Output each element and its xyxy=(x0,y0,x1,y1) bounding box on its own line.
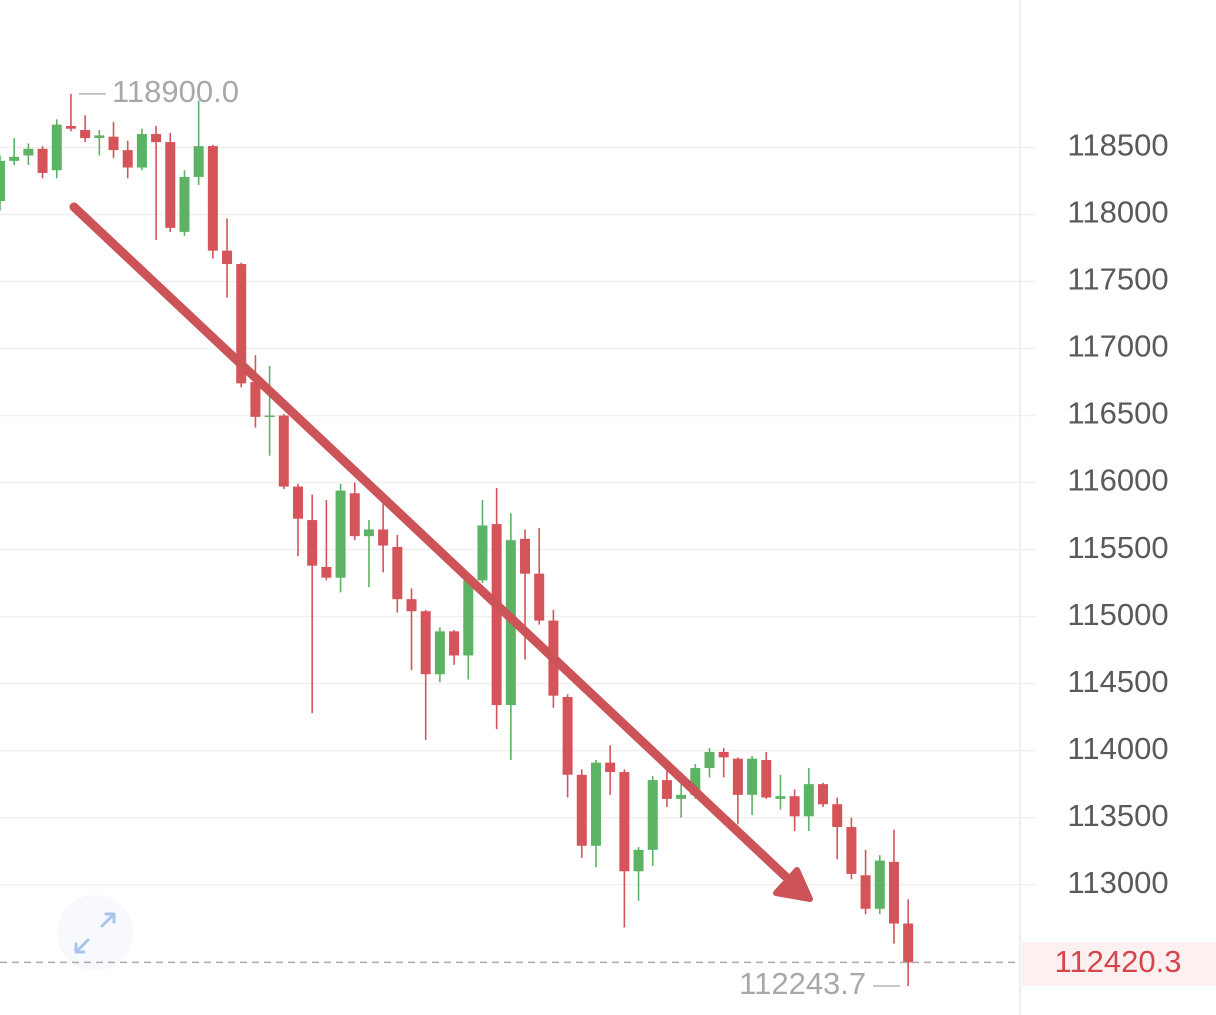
candle-body xyxy=(108,136,119,151)
candle-body xyxy=(463,580,474,656)
candle-body xyxy=(236,264,247,384)
candle-body xyxy=(165,142,176,228)
y-tick-label: 113500 xyxy=(1067,798,1168,833)
candle-body xyxy=(80,130,91,139)
candle-body xyxy=(449,631,460,656)
candle-body xyxy=(349,493,360,537)
y-tick-label: 117000 xyxy=(1067,329,1168,364)
candle-body xyxy=(888,861,899,924)
candle-body xyxy=(818,784,829,805)
y-tick-label: 113000 xyxy=(1067,865,1168,900)
candle-body xyxy=(874,860,885,909)
candle-body xyxy=(193,146,204,177)
candle-body xyxy=(335,490,346,578)
candle-body xyxy=(264,415,275,418)
arrow-shaft xyxy=(69,202,790,881)
y-tick-label: 118000 xyxy=(1067,195,1168,230)
candle-body xyxy=(51,124,62,171)
candle-body xyxy=(747,758,758,795)
y-tick-label: 114500 xyxy=(1067,664,1168,699)
grid xyxy=(0,146,1036,886)
candle-body xyxy=(789,796,800,817)
candle-body xyxy=(0,160,5,202)
candle-body xyxy=(307,520,318,566)
candle-body xyxy=(37,148,48,173)
candle-body xyxy=(363,529,374,537)
candle-body xyxy=(803,784,814,817)
candle-body xyxy=(278,415,289,487)
y-tick-label: 115500 xyxy=(1067,530,1168,565)
candle-body xyxy=(661,780,672,799)
candle-body xyxy=(321,566,332,578)
max-label: 118900.0 xyxy=(112,74,239,109)
candle-body xyxy=(491,524,502,706)
candle-body xyxy=(434,631,445,675)
candle-body xyxy=(420,611,431,675)
candle-body xyxy=(23,148,34,156)
arrow-head xyxy=(773,867,813,902)
candle-body xyxy=(732,758,743,795)
candle-body xyxy=(151,134,162,143)
candle-body xyxy=(378,529,389,546)
candle-body xyxy=(647,780,658,850)
candle-body xyxy=(860,875,871,909)
candle-body xyxy=(222,250,233,265)
candle-body xyxy=(690,768,701,795)
candle-body xyxy=(292,486,303,519)
min-label: 112243.7 xyxy=(739,966,866,1001)
candle-body xyxy=(65,125,76,129)
overlay: 113000 113500 114000 114500 115000 115500 1160… xyxy=(0,74,1182,1001)
y-tick-label: 115000 xyxy=(1067,597,1168,632)
candle-body xyxy=(136,134,147,168)
expand-button[interactable] xyxy=(57,895,133,971)
candle-body xyxy=(406,599,417,612)
expand-icon[interactable] xyxy=(74,912,116,954)
candle-body xyxy=(562,697,573,775)
candle-body xyxy=(775,796,786,799)
candle-body xyxy=(207,146,218,251)
candle-body xyxy=(704,751,715,769)
candle-body xyxy=(392,546,403,600)
candle-body xyxy=(179,176,190,232)
candle-body xyxy=(718,751,729,758)
candle-body xyxy=(633,849,644,872)
candle-body xyxy=(250,382,261,417)
candle-body xyxy=(520,538,531,574)
candle-body xyxy=(676,794,687,799)
last-price-bg xyxy=(1022,942,1216,986)
candle-body xyxy=(761,760,772,798)
candle-body xyxy=(846,827,857,874)
candle-body xyxy=(477,525,488,581)
candle-body xyxy=(832,804,843,828)
candle-body xyxy=(619,772,630,872)
y-tick-label: 114000 xyxy=(1067,731,1168,766)
candle-body xyxy=(94,135,105,139)
y-tick-label: 118500 xyxy=(1067,128,1168,163)
y-tick-label: 116000 xyxy=(1067,463,1168,498)
candle-body xyxy=(122,150,133,168)
candle-body xyxy=(903,923,914,963)
candle-body xyxy=(605,762,616,773)
expand-button-bg[interactable] xyxy=(57,895,133,971)
candles xyxy=(0,93,914,987)
y-tick-label: 116500 xyxy=(1067,396,1168,431)
candle-body xyxy=(9,156,20,161)
last-price-label: 112420.3 xyxy=(1055,944,1182,979)
candle-body xyxy=(576,774,587,846)
candle-body xyxy=(590,762,601,846)
candle-body xyxy=(534,573,545,621)
trend-arrow xyxy=(69,202,813,902)
y-tick-label: 117500 xyxy=(1067,262,1168,297)
